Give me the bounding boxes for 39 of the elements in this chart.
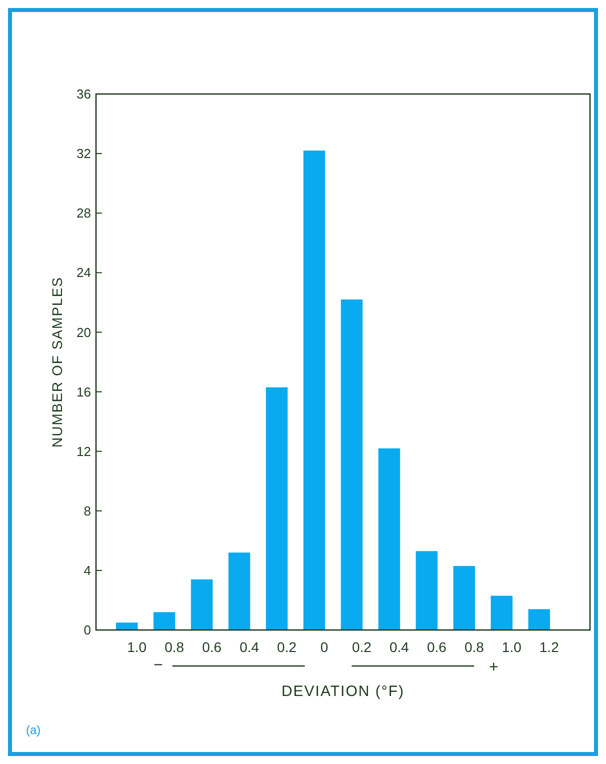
x-tick-label: 0.6 <box>202 639 222 655</box>
bar <box>228 552 250 630</box>
text: (a) <box>26 723 41 737</box>
x-tick-label: 1.0 <box>502 639 522 655</box>
bar <box>116 622 138 630</box>
y-tick-label: 12 <box>76 444 91 459</box>
text: − <box>154 657 164 674</box>
y-tick-label: 0 <box>84 622 91 638</box>
y-tick-label: 28 <box>76 206 91 221</box>
x-tick-label: 0.8 <box>164 639 184 655</box>
bar <box>153 612 176 630</box>
y-tick-label: 32 <box>76 146 91 162</box>
y-tick-label: 36 <box>76 86 91 102</box>
bar <box>490 596 513 630</box>
bar <box>303 150 326 630</box>
bar <box>190 579 213 630</box>
y-tick-label: 4 <box>84 562 91 578</box>
bar <box>378 448 400 630</box>
y-tick-label: 8 <box>84 503 91 518</box>
x-tick-label: 0.2 <box>352 639 372 655</box>
x-tick-label: 0 <box>320 639 328 655</box>
bar <box>416 551 438 630</box>
x-axis-title: DEVIATION (°F) <box>281 683 405 700</box>
x-tick-label: 0.6 <box>426 639 447 655</box>
y-tick-label: 20 <box>76 324 91 340</box>
bar <box>453 566 476 630</box>
bar <box>528 609 550 630</box>
x-tick-label: 0.8 <box>464 639 484 655</box>
y-tick-label: 24 <box>76 265 91 280</box>
y-tick-label: 16 <box>76 384 91 400</box>
x-tick-label: 1.2 <box>539 639 560 655</box>
text: + <box>488 659 498 676</box>
x-tick-label: 0.4 <box>240 639 260 655</box>
bar <box>340 299 363 630</box>
y-axis-title: NUMBER OF SAMPLES <box>49 276 65 448</box>
bar <box>266 387 288 630</box>
x-tick-label: 0.4 <box>389 639 410 655</box>
x-tick-label: 1.0 <box>127 639 147 655</box>
x-tick-label: 0.2 <box>277 639 297 655</box>
